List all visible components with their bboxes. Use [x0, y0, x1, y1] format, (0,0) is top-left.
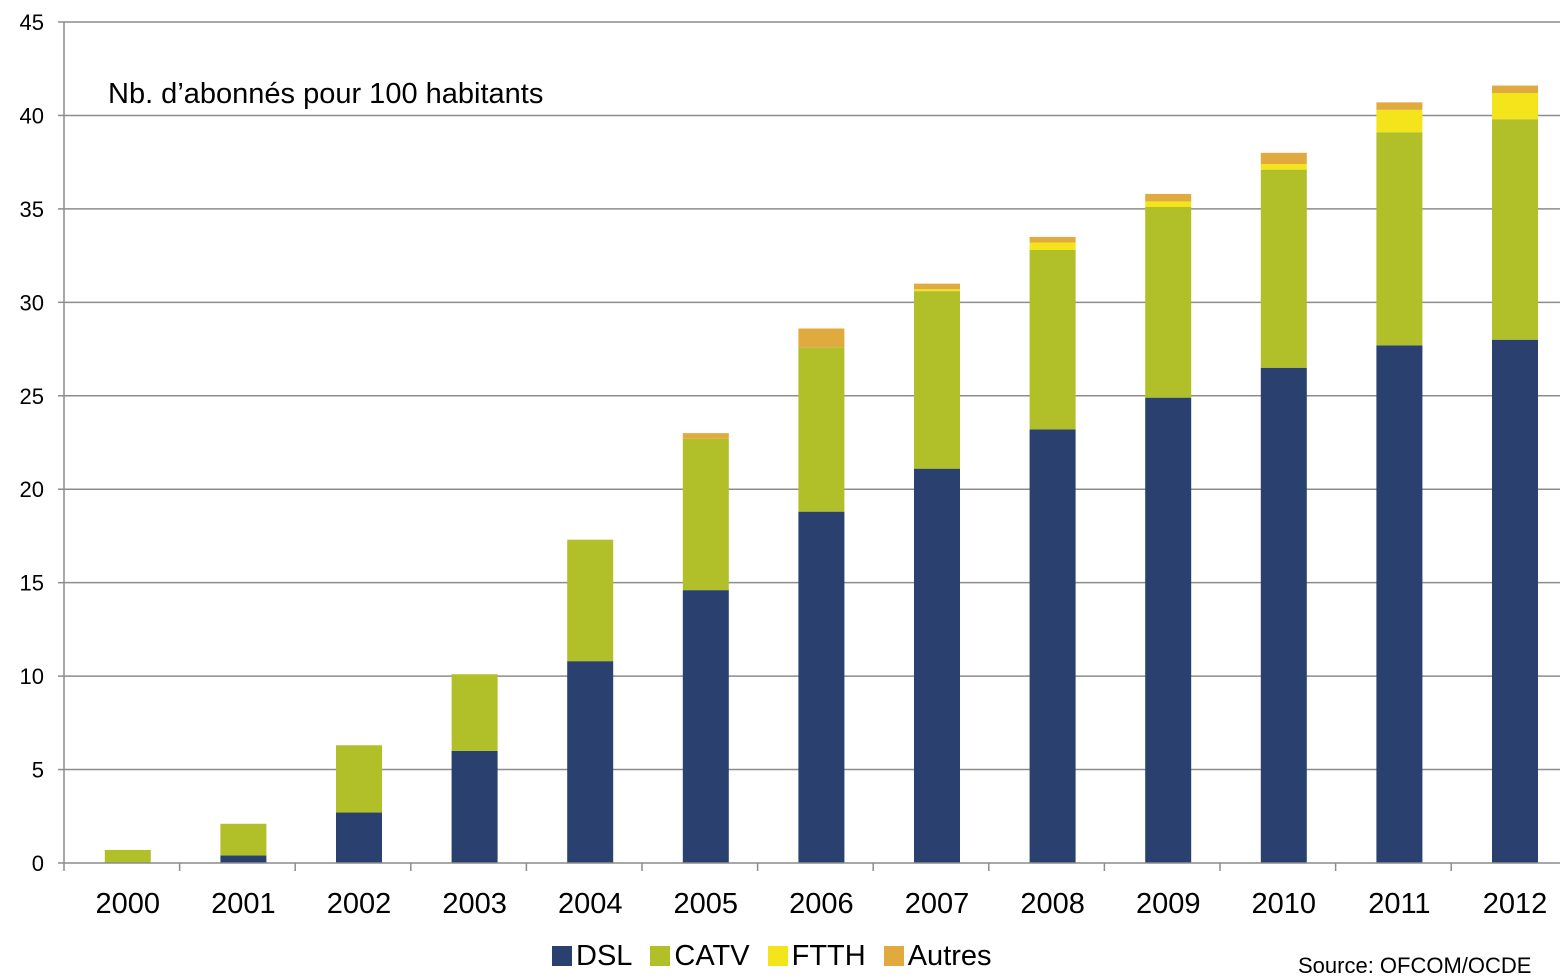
bars	[104, 85, 1538, 864]
bar-dsl-2003	[451, 750, 498, 863]
y-tick-label: 0	[32, 851, 44, 876]
bar-catv-2002	[336, 745, 382, 813]
y-tick-label: 40	[20, 103, 44, 128]
bar-autres-2011	[1376, 102, 1423, 110]
bar-dsl-2007	[914, 468, 960, 863]
legend-swatch	[552, 946, 572, 966]
bar-ftth-2012	[1492, 93, 1538, 120]
bar-catv-2003	[451, 674, 498, 751]
legend-label: Autres	[907, 939, 992, 972]
legend-label: CATV	[674, 939, 750, 972]
y-tick-label: 15	[20, 571, 44, 596]
bar-autres-2009	[1145, 193, 1192, 202]
bar-catv-2010	[1260, 169, 1307, 368]
bar-dsl-2008	[1029, 429, 1076, 863]
x-tick-label: 2008	[1020, 888, 1085, 920]
bar-catv-2012	[1492, 119, 1538, 340]
x-tick-label: 2005	[674, 888, 739, 920]
legend-item-dsl: DSL	[552, 940, 632, 973]
bar-autres-2010	[1260, 152, 1307, 165]
axes	[58, 21, 1560, 871]
bar-dsl-2006	[798, 511, 845, 863]
bar-autres-2008	[1029, 236, 1076, 243]
x-tick-labels: 2000 2001 2002 2003 2004 2005 2006 2007 2008 2009…	[96, 888, 1548, 920]
bar-autres-2007	[914, 283, 960, 290]
legend: DSL CATV FTTH Autres	[552, 938, 992, 974]
y-tick-label: 30	[20, 290, 44, 315]
bar-dsl-2010	[1260, 367, 1307, 863]
bar-dsl-2001	[220, 855, 267, 863]
bar-ftth-2009	[1145, 201, 1192, 208]
bar-autres-2005	[682, 433, 729, 439]
bar-autres-2006	[798, 328, 845, 348]
x-tick-label: 2009	[1136, 888, 1201, 920]
x-tick-label: 2004	[558, 888, 623, 920]
bar-dsl-2011	[1376, 345, 1423, 864]
legend-item-ftth: FTTH	[767, 939, 866, 973]
legend-item-autres: Autres	[883, 939, 992, 973]
x-tick-label: 2011	[1368, 888, 1430, 920]
bar-dsl-2009	[1145, 397, 1192, 863]
legend-item-catv: CATV	[650, 939, 750, 973]
bar-ftth-2008	[1029, 242, 1076, 251]
bar-catv-2000	[104, 849, 151, 863]
bar-catv-2011	[1376, 132, 1423, 346]
x-tick-label: 2001	[211, 888, 276, 920]
bar-ftth-2011	[1376, 109, 1423, 133]
bar-catv-2007	[914, 291, 960, 469]
bar-ftth-2010	[1260, 164, 1307, 170]
bar-dsl-2005	[682, 590, 729, 863]
bar-catv-2004	[567, 539, 614, 662]
x-tick-label: 2010	[1252, 888, 1317, 920]
bar-dsl-2012	[1492, 339, 1538, 863]
bar-autres-2012	[1492, 85, 1538, 94]
x-tick-label: 2012	[1483, 888, 1548, 920]
source-note: Source: OFCOM/OCDE	[1298, 953, 1532, 978]
y-tick-label: 45	[20, 10, 44, 35]
x-tick-label: 2003	[442, 888, 507, 920]
y-tick-label: 35	[20, 197, 44, 222]
bar-catv-2001	[220, 823, 267, 856]
bar-catv-2008	[1029, 250, 1076, 430]
bar-catv-2006	[798, 347, 845, 512]
bar-catv-2009	[1145, 207, 1192, 398]
y-tick-label: 20	[20, 477, 44, 502]
x-tick-label: 2006	[789, 888, 854, 920]
legend-label: DSL	[576, 939, 633, 972]
bar-dsl-2004	[567, 661, 614, 863]
legend-swatch	[767, 946, 788, 966]
bar-catv-2005	[682, 438, 729, 591]
y-tick-label: 10	[20, 664, 44, 689]
x-tick-label: 2002	[327, 888, 392, 920]
y-tick-label: 25	[20, 384, 44, 409]
x-tick-label: 2000	[96, 888, 161, 920]
y-tick-label: 5	[32, 758, 44, 783]
y-tick-labels: 0 5 10 15 20 25 30 35 40 45	[20, 10, 44, 876]
chart-annotation: Nb. d’abonnés pour 100 habitants	[108, 78, 544, 110]
x-tick-label: 2007	[905, 888, 970, 920]
legend-label: FTTH	[791, 939, 866, 972]
legend-swatch	[650, 946, 671, 966]
bar-dsl-2002	[336, 812, 382, 863]
legend-swatch	[883, 946, 904, 966]
bar-ftth-2007	[914, 289, 960, 292]
